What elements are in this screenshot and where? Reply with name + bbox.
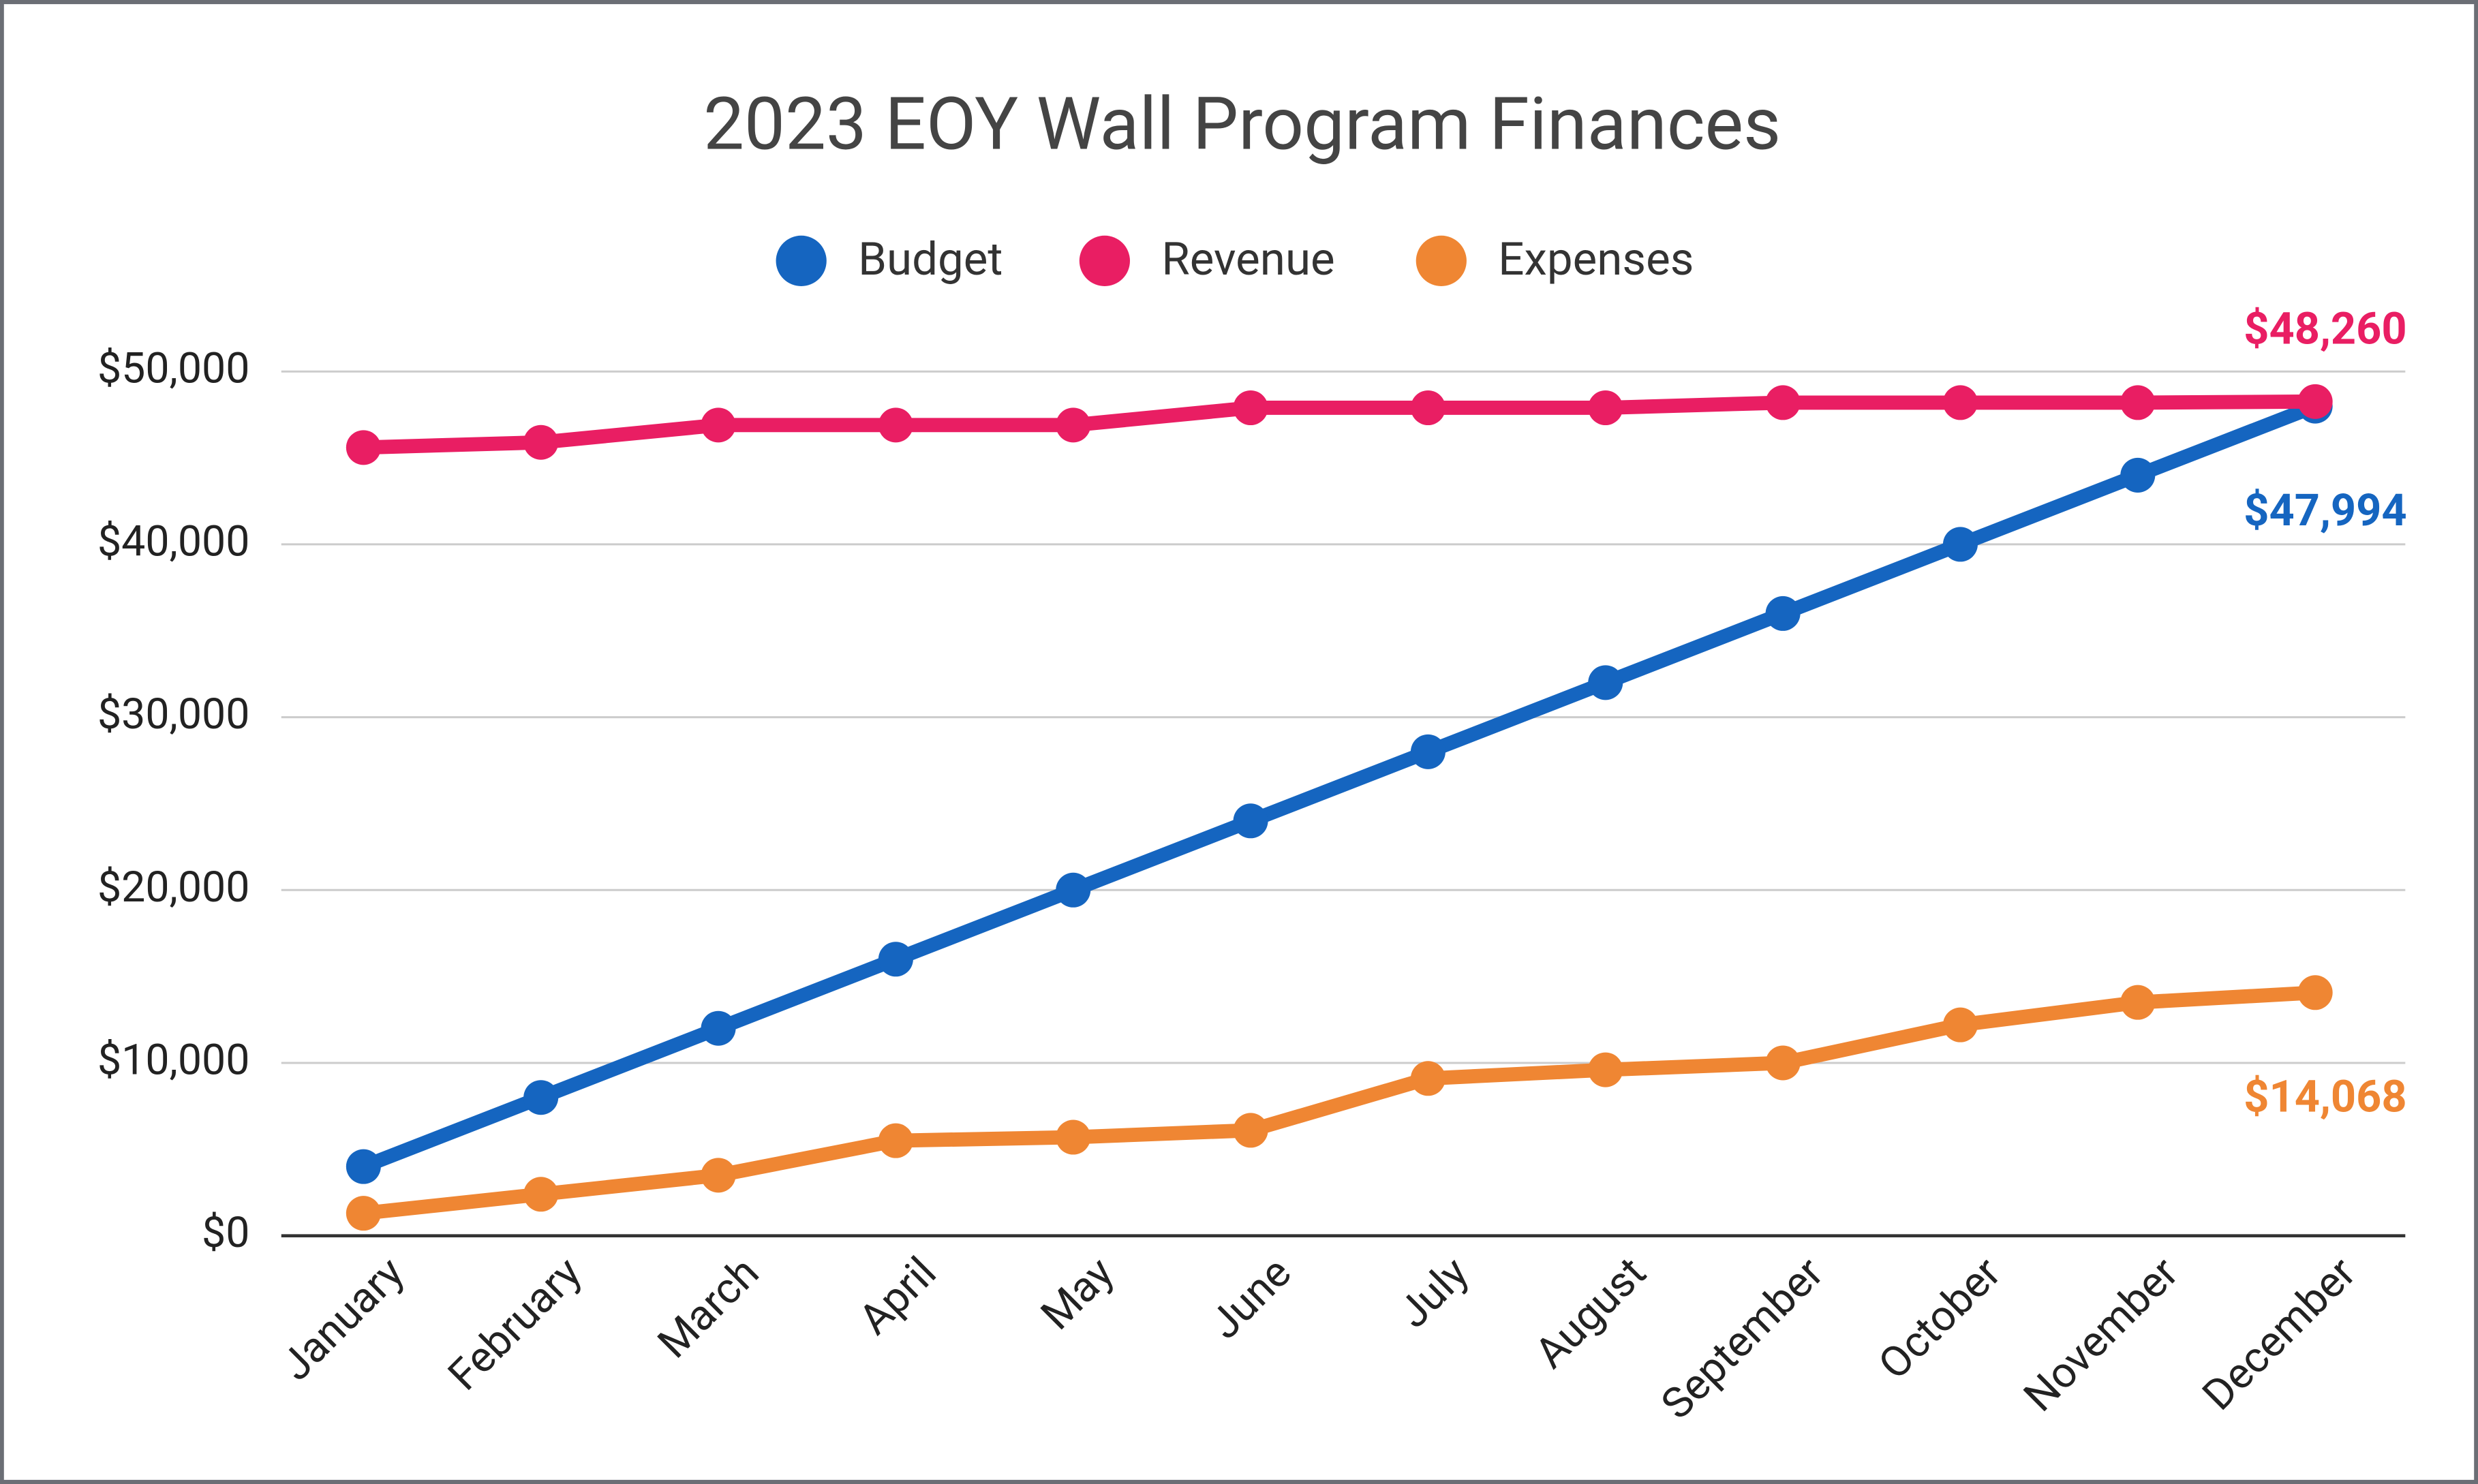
data-point — [2120, 985, 2156, 1020]
data-point — [1942, 1007, 1978, 1042]
y-tick-label: $50,000 — [97, 344, 249, 394]
y-tick-label: $30,000 — [97, 690, 249, 739]
legend-label: Budget — [858, 233, 1003, 286]
data-point — [1765, 1045, 1801, 1081]
data-point — [878, 407, 913, 443]
data-point — [523, 1177, 559, 1212]
data-label: $47,994 — [2244, 484, 2406, 536]
data-point — [346, 1149, 381, 1184]
data-point — [1056, 872, 1091, 908]
data-label: $48,260 — [2244, 303, 2406, 354]
data-point — [701, 1158, 736, 1193]
legend-marker — [1416, 235, 1467, 287]
data-point — [1056, 407, 1091, 443]
legend-marker — [1079, 235, 1130, 287]
y-tick-label: $10,000 — [97, 1035, 249, 1085]
series-line — [356, 399, 2323, 1174]
data-point — [2120, 385, 2156, 420]
data-point — [1233, 803, 1268, 839]
data-point — [1765, 596, 1801, 631]
data-point — [1056, 1119, 1091, 1155]
data-point — [1942, 527, 1978, 562]
data-point — [878, 942, 913, 977]
chart-title: 2023 EOY Wall Program Finances — [703, 82, 1781, 168]
legend-label: Revenue — [1161, 233, 1334, 286]
data-point — [1942, 385, 1978, 420]
data-point — [346, 430, 381, 465]
data-point — [1588, 665, 1623, 700]
legend: Budget Revenue Expenses — [776, 233, 1694, 287]
data-point — [2297, 975, 2333, 1010]
data-point — [701, 407, 736, 443]
data-point — [346, 1196, 381, 1231]
data-point — [1410, 1061, 1446, 1096]
series-line — [356, 985, 2323, 1221]
data-point — [1588, 390, 1623, 426]
data-point — [1410, 390, 1446, 426]
data-point — [2120, 457, 2156, 493]
data-point — [523, 424, 559, 460]
data-point — [2297, 384, 2333, 419]
data-label: $14,068 — [2244, 1071, 2406, 1123]
y-tick-label: $20,000 — [97, 863, 249, 912]
data-point — [1410, 734, 1446, 769]
data-point — [523, 1080, 559, 1115]
data-point — [1233, 390, 1268, 426]
data-point — [878, 1123, 913, 1158]
y-tick-label: $40,000 — [97, 516, 249, 566]
y-tick-label: $0 — [202, 1208, 249, 1258]
data-point — [701, 1010, 736, 1046]
legend-marker — [776, 235, 827, 287]
series-line — [356, 394, 2323, 455]
data-point — [1233, 1113, 1268, 1148]
data-point — [1588, 1052, 1623, 1087]
data-point — [1765, 385, 1801, 420]
legend-label: Expenses — [1498, 233, 1694, 286]
